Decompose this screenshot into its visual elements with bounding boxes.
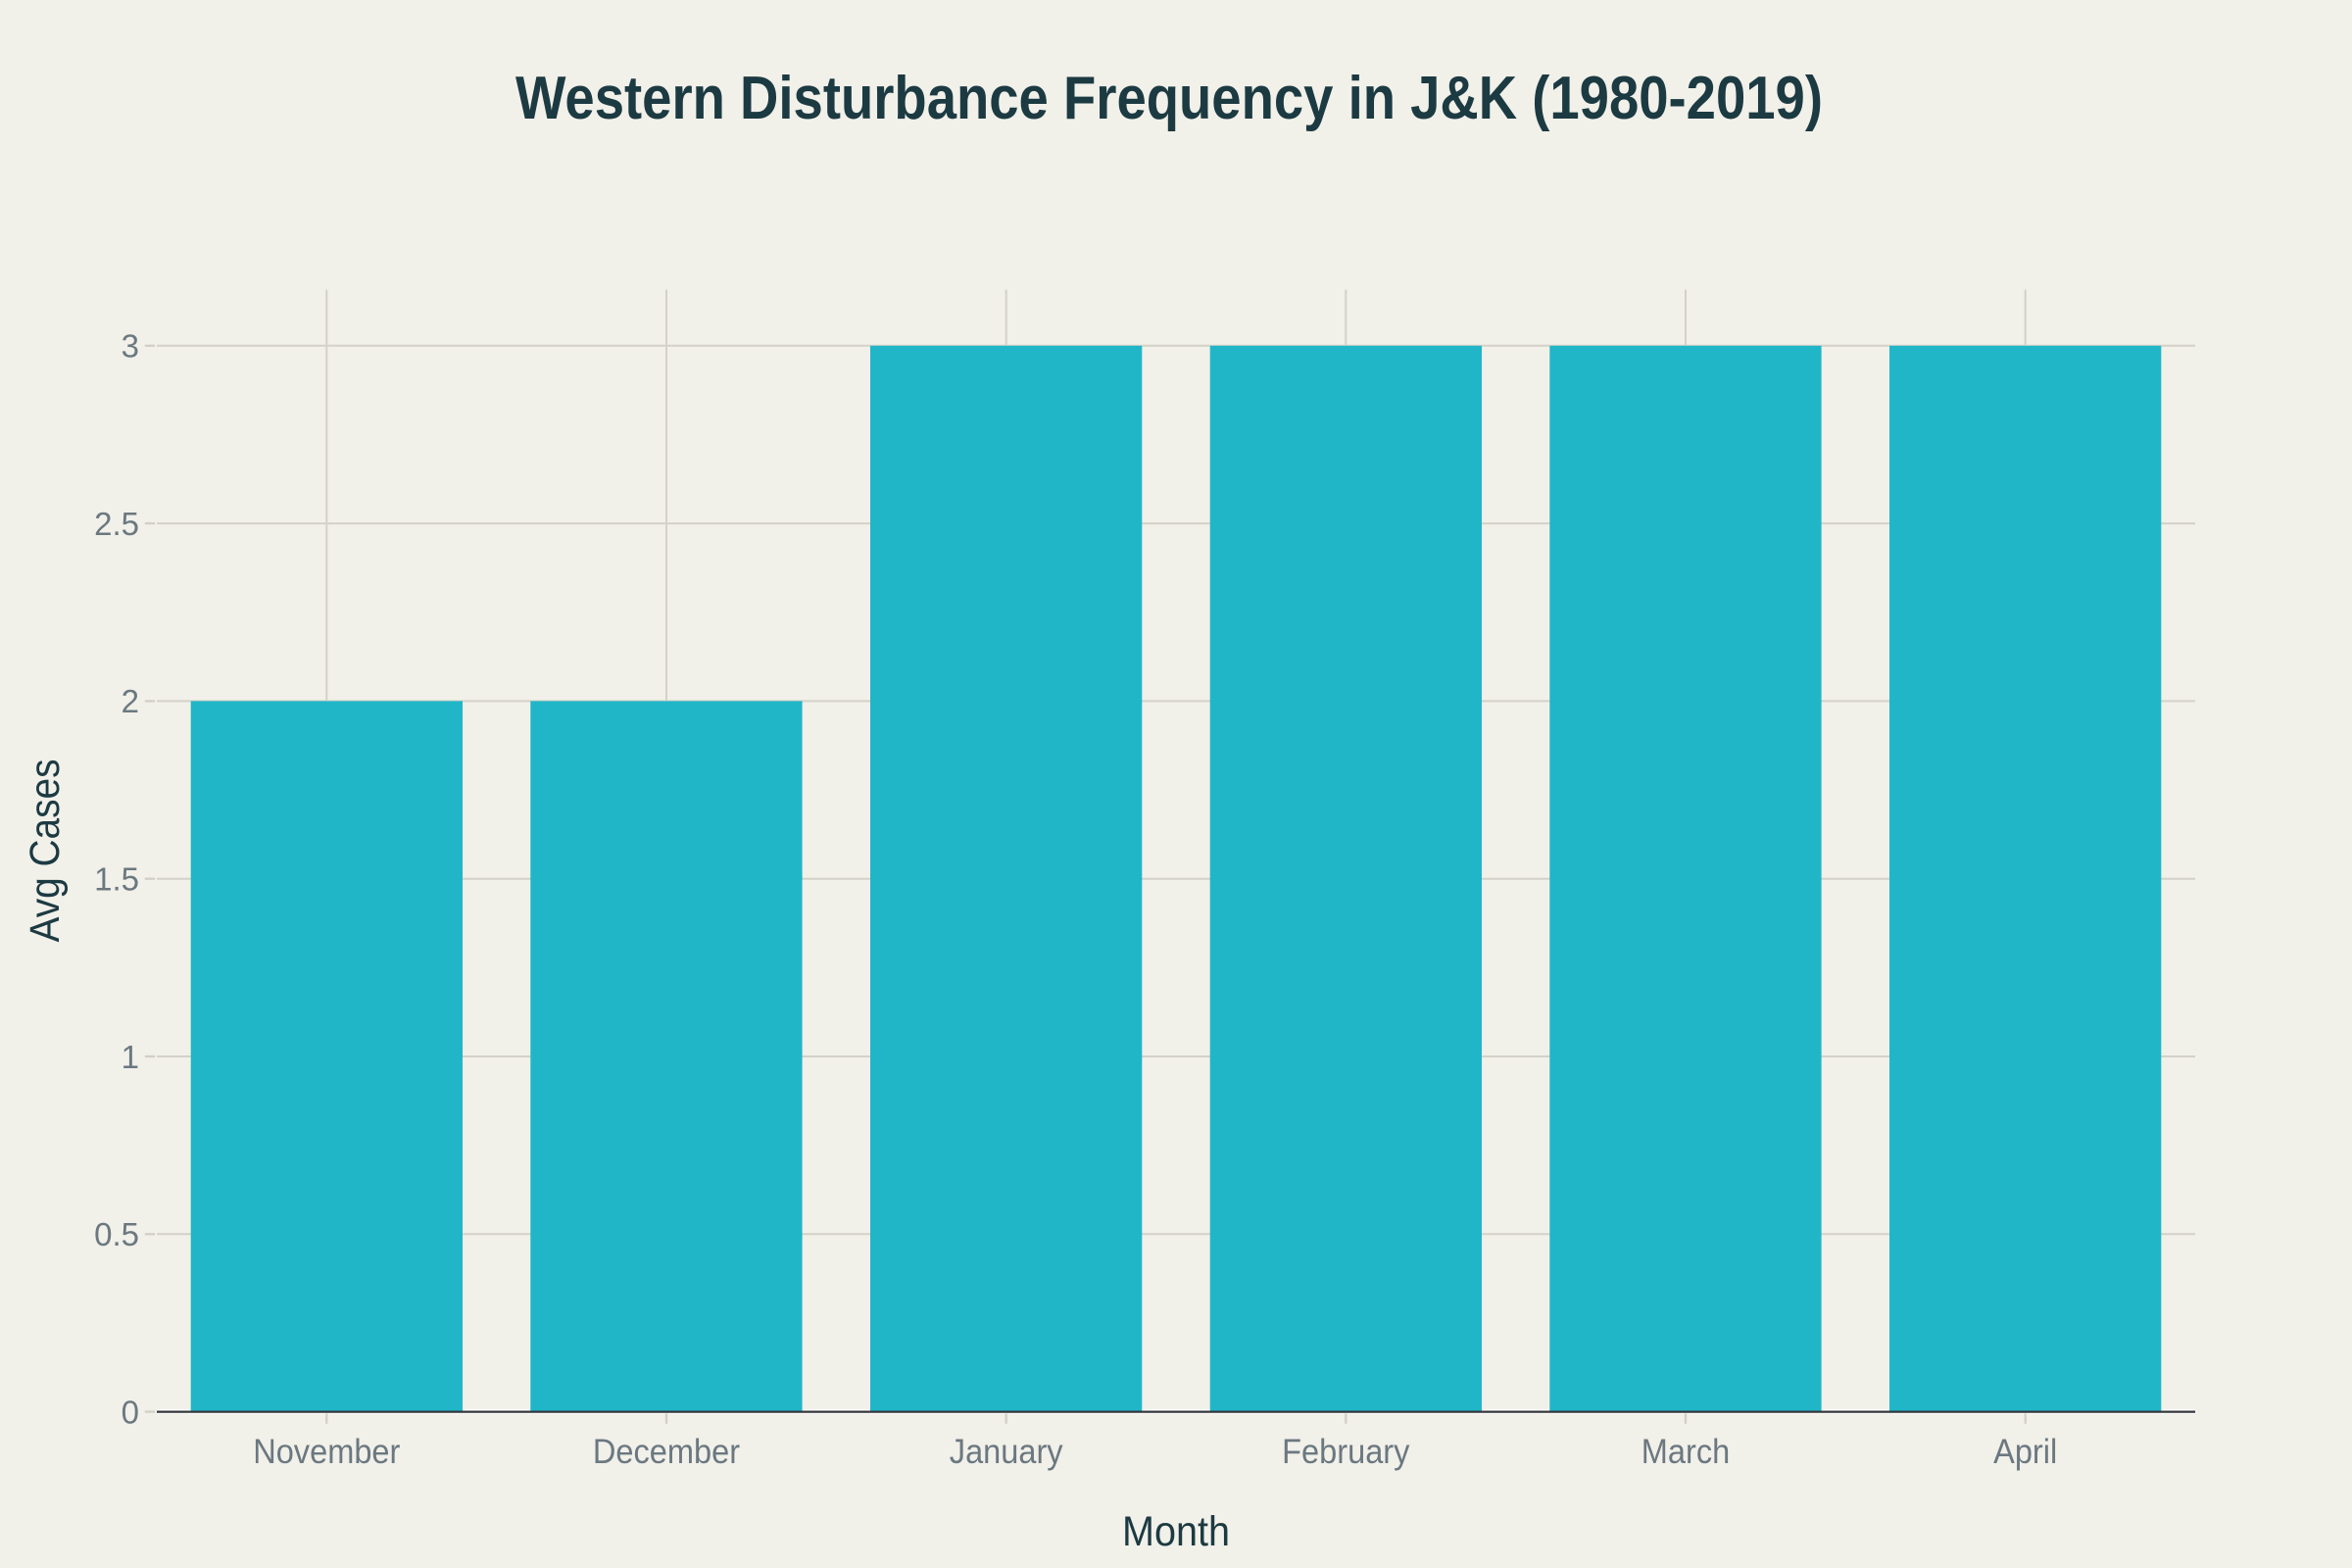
svg-text:1.5: 1.5 [94, 861, 139, 898]
svg-text:Western Disturbance Frequency: Western Disturbance Frequency in J&K (19… [515, 65, 1823, 132]
svg-text:January: January [950, 1433, 1063, 1471]
svg-text:Month: Month [1122, 1508, 1230, 1555]
svg-text:Avg Cases: Avg Cases [22, 760, 69, 943]
svg-text:February: February [1282, 1433, 1410, 1471]
svg-text:November: November [253, 1433, 401, 1471]
svg-text:December: December [593, 1433, 741, 1471]
svg-text:2.5: 2.5 [94, 506, 139, 542]
svg-text:March: March [1642, 1433, 1730, 1471]
svg-text:3: 3 [122, 328, 139, 365]
svg-text:0: 0 [122, 1394, 139, 1430]
svg-text:0.5: 0.5 [94, 1216, 139, 1252]
svg-text:April: April [1993, 1433, 2057, 1471]
svg-text:1: 1 [122, 1039, 139, 1075]
svg-text:2: 2 [122, 683, 139, 719]
